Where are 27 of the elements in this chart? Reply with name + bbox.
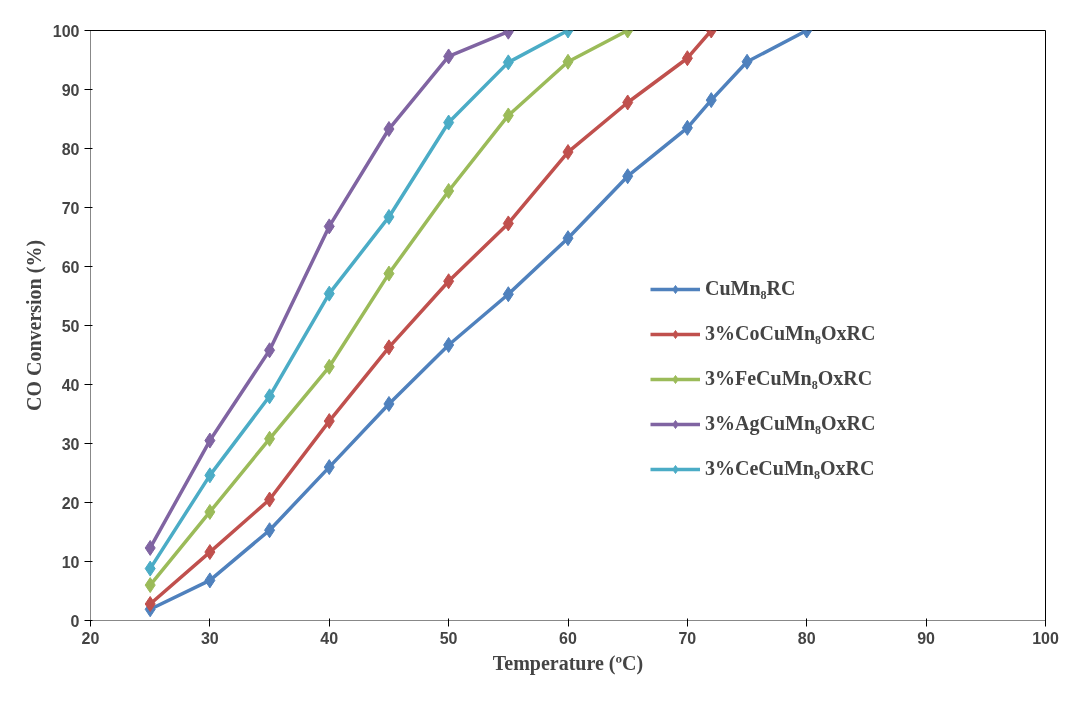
- y-tick-label: 30: [61, 435, 80, 453]
- y-tick-label: 80: [61, 140, 80, 158]
- y-tick-label: 90: [61, 81, 80, 99]
- x-tick-label: 90: [917, 629, 936, 647]
- y-tick-label: 0: [70, 612, 80, 630]
- y-tick-label: 60: [61, 258, 80, 276]
- x-tick-label: 60: [559, 629, 577, 647]
- y-tick-label: 20: [61, 494, 80, 512]
- x-tick-label: 40: [320, 629, 339, 647]
- x-tick-label: 50: [439, 629, 458, 647]
- y-axis-title: CO Conversion (%): [22, 239, 46, 412]
- y-tick-label: 70: [61, 199, 80, 217]
- x-tick-label: 20: [81, 629, 100, 647]
- legend-label: 3%CoCuMn₈OxRC: [705, 322, 876, 345]
- x-tick-label: 30: [200, 629, 219, 647]
- x-tick-label: 80: [797, 629, 816, 647]
- legend-label: 3%FeCuMn₈OxRC: [705, 367, 873, 390]
- legend-label: 3%CeCuMn₈OxRC: [705, 457, 875, 480]
- y-tick-label: 40: [61, 376, 80, 394]
- legend-label: 3%AgCuMn₈OxRC: [705, 412, 876, 435]
- x-tick-label: 70: [678, 629, 697, 647]
- y-tick-label: 50: [61, 317, 80, 335]
- y-tick-label: 10: [61, 553, 80, 571]
- x-axis-title: Temperature (ºC): [492, 651, 644, 675]
- x-tick-label: 100: [1032, 629, 1059, 647]
- y-tick-label: 100: [52, 22, 80, 40]
- legend-label: CuMn₈RC: [705, 277, 796, 300]
